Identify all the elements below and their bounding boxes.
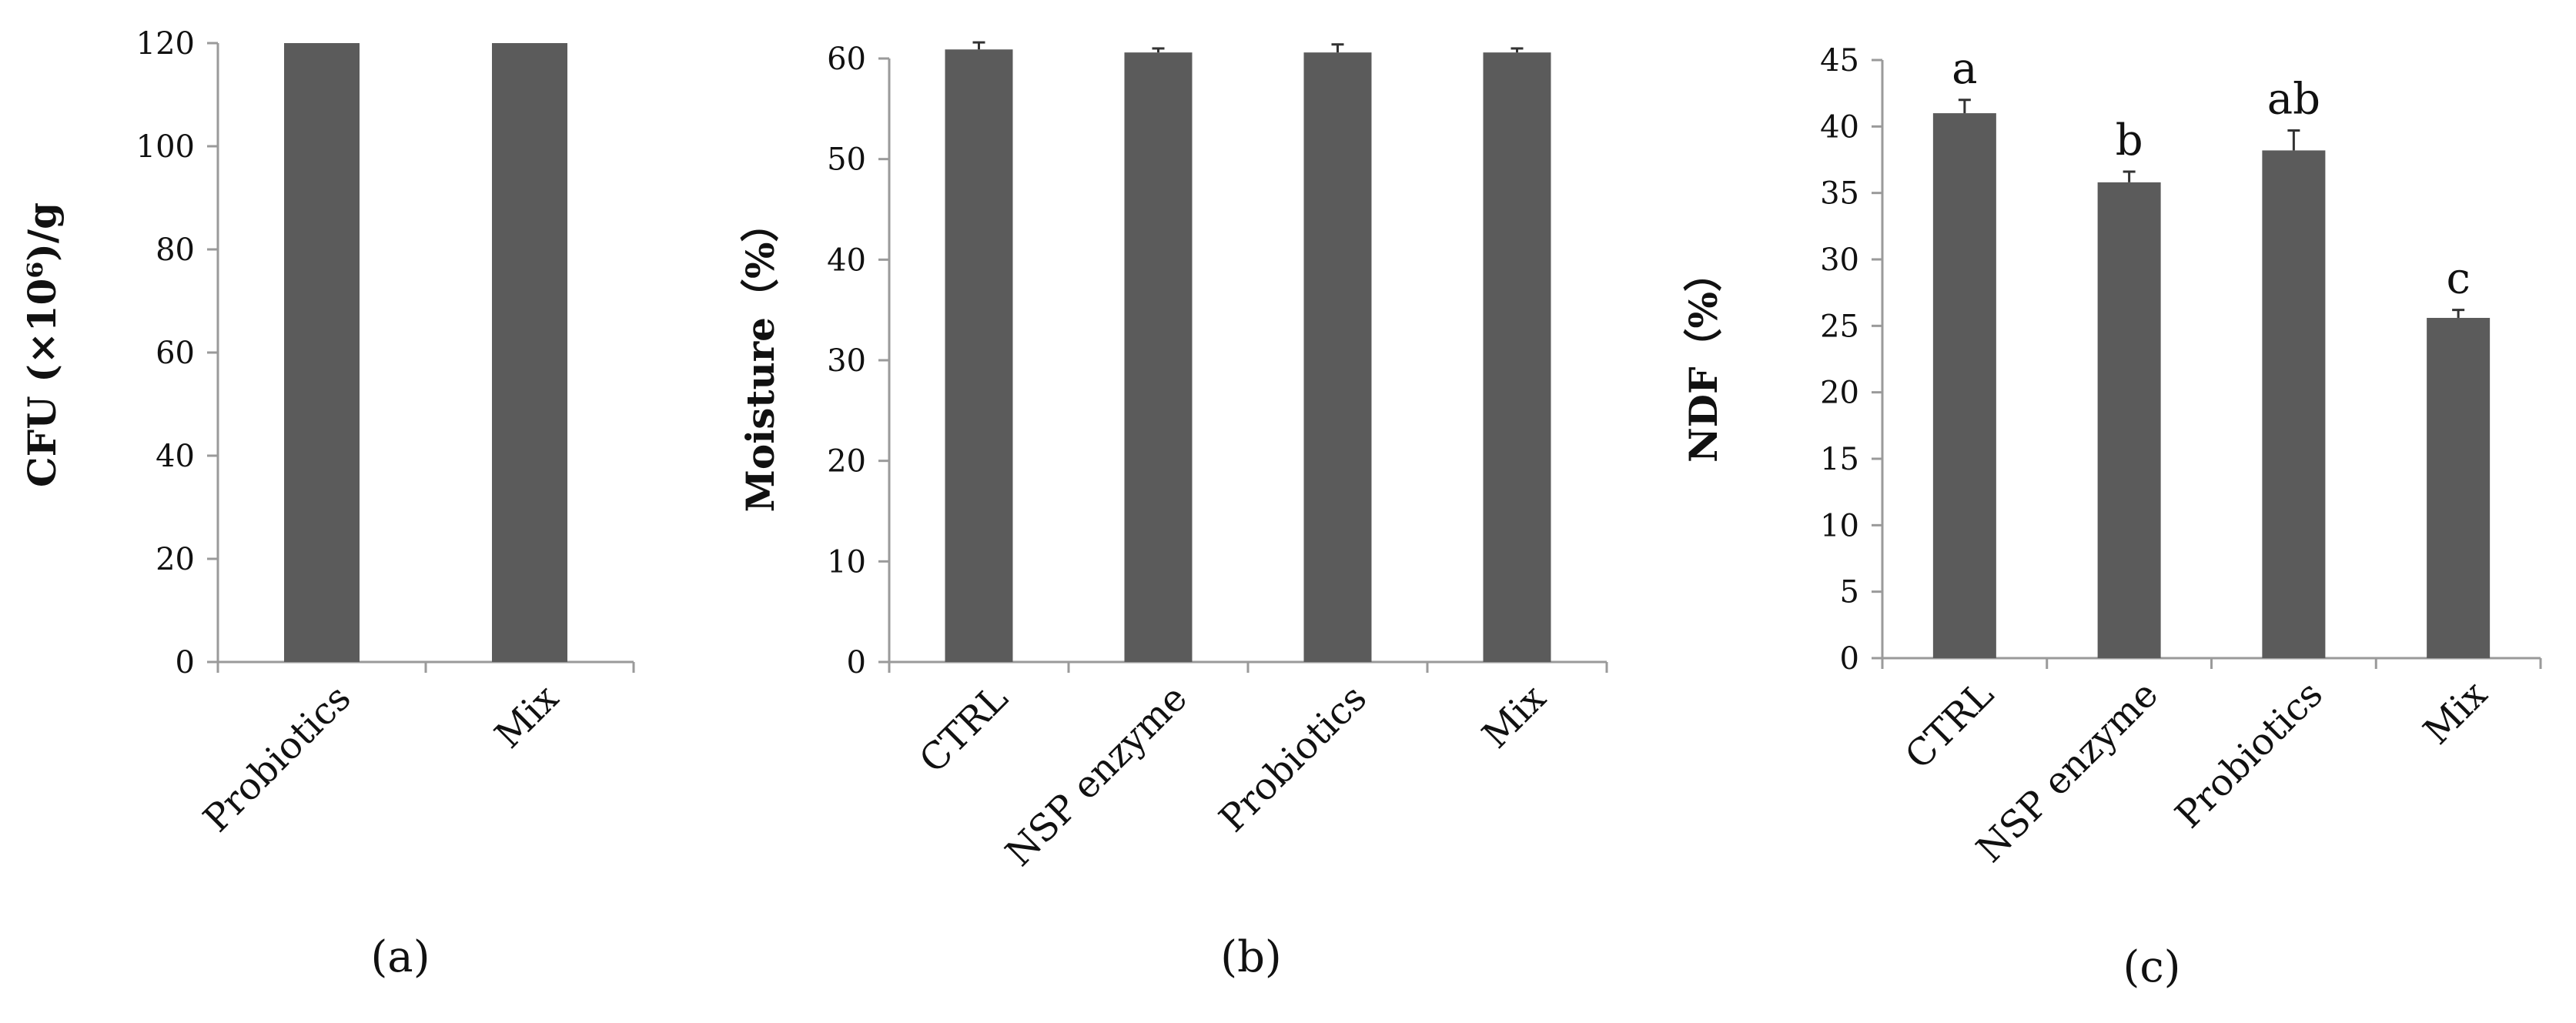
- bar: [2262, 150, 2326, 658]
- panel-caption: (c): [2123, 942, 2180, 992]
- y-tick-label: 0: [176, 645, 195, 680]
- bar: [1124, 52, 1193, 662]
- bar: [1483, 52, 1551, 662]
- y-tick-label: 20: [1820, 376, 1859, 411]
- bar: [2427, 317, 2491, 658]
- y-tick-label: 40: [1820, 109, 1859, 145]
- y-tick-label: 120: [136, 26, 195, 62]
- y-tick-label: 35: [1820, 176, 1859, 212]
- significance-label: c: [2446, 254, 2470, 304]
- y-tick-label: 30: [1820, 242, 1859, 278]
- y-tick-label: 0: [1840, 641, 1859, 677]
- y-tick-label: 60: [827, 42, 866, 77]
- category-label: Probiotics: [2167, 673, 2331, 837]
- category-label: CTRL: [1897, 673, 2002, 777]
- panel-caption: (b): [1220, 932, 1282, 982]
- y-tick-label: 80: [156, 232, 195, 268]
- y-tick-label: 100: [136, 129, 195, 165]
- category-label: CTRL: [912, 677, 1016, 781]
- chart-panel-a: 0 20 40 60 80 100 120 Probiotics Mix CFU (×10⁶)/g…: [19, 26, 635, 982]
- y-axis-title: NDF（%）: [1681, 253, 1726, 463]
- category-label: Probiotics: [1211, 677, 1375, 841]
- y-tick-label: 45: [1820, 43, 1859, 79]
- panel-caption: (a): [370, 932, 430, 982]
- y-tick-label: 10: [1820, 508, 1859, 543]
- y-tick-label: 15: [1820, 442, 1859, 477]
- y-axis-title: CFU (×10⁶)/g: [19, 202, 65, 487]
- category-label: Mix: [487, 677, 567, 757]
- y-tick-label: 25: [1820, 309, 1859, 344]
- y-tick-label: 5: [1840, 575, 1859, 610]
- y-tick-label: 60: [156, 336, 195, 371]
- significance-label: a: [1952, 44, 1977, 94]
- category-label: Mix: [1474, 677, 1554, 757]
- bar: [492, 43, 567, 662]
- category-label: Probiotics: [195, 677, 359, 841]
- bar: [1932, 113, 1996, 659]
- y-tick-label: 0: [847, 645, 866, 680]
- y-axis-title: Moisture（%）: [738, 204, 783, 513]
- bar: [1303, 52, 1372, 662]
- y-tick-label: 20: [156, 542, 195, 577]
- significance-label: ab: [2267, 75, 2320, 125]
- y-tick-label: 50: [827, 142, 866, 178]
- bar: [284, 43, 360, 662]
- category-label: NSP enzyme: [998, 677, 1196, 874]
- y-tick-label: 40: [827, 242, 866, 278]
- y-tick-label: 30: [827, 343, 866, 379]
- y-tick-label: 40: [156, 439, 195, 474]
- bar: [2097, 182, 2161, 658]
- category-label: Mix: [2415, 673, 2495, 753]
- significance-label: b: [2116, 115, 2143, 165]
- y-tick-label: 20: [827, 444, 866, 480]
- bar: [945, 49, 1013, 663]
- y-tick-label: 10: [827, 544, 866, 580]
